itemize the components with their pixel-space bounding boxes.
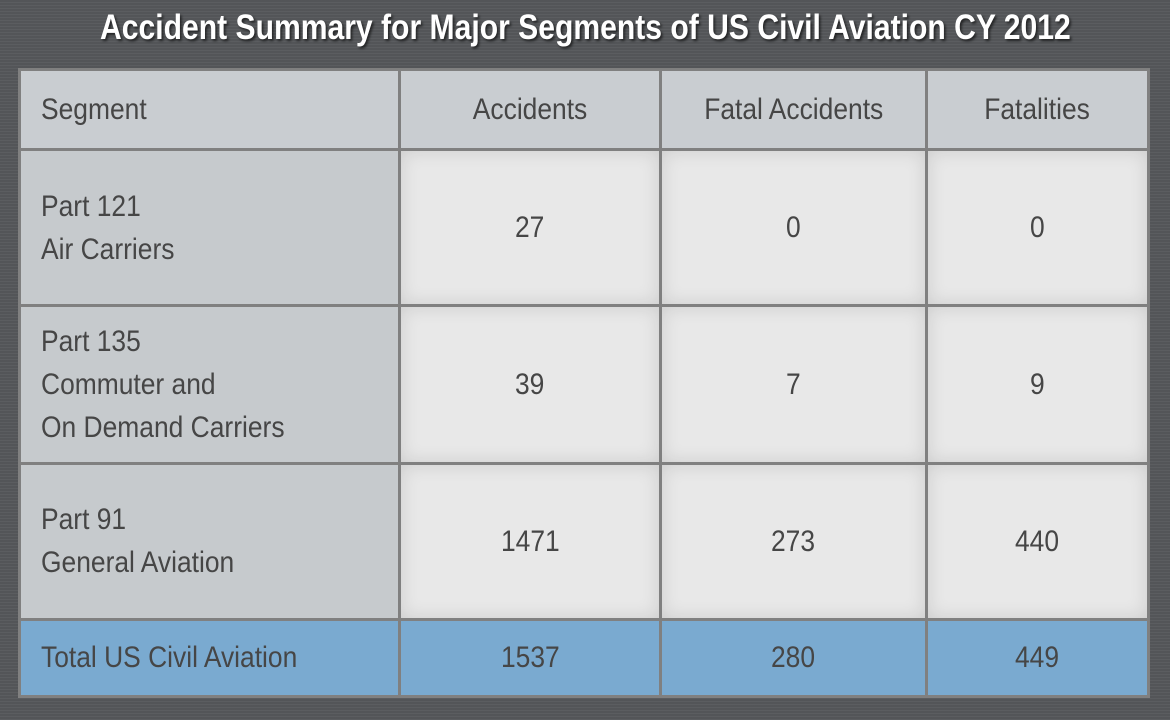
page-title: Accident Summary for Major Segments of U…: [0, 8, 1170, 48]
total-fatalities: 449: [925, 617, 1150, 699]
cell-text: Accident Summary for Major Segments of U…: [99, 8, 1071, 47]
cell-text: Part 91: [41, 503, 127, 537]
header-row: Segment Accidents Fatal Accidents Fatali…: [18, 67, 1150, 152]
total-fatal-accidents: 280: [659, 617, 928, 699]
accidents-cell: 39: [398, 304, 662, 465]
fatalities-cell: 440: [925, 461, 1150, 621]
header-fatalities: Fatalities: [925, 67, 1150, 152]
cell-text: Fatal Accidents: [703, 93, 884, 127]
cell-text: Air Carriers: [41, 232, 175, 266]
total-label: Total US Civil Aviation: [18, 617, 401, 699]
fatalities-cell: 9: [925, 304, 1150, 465]
total-row: Total US Civil Aviation 1537 280 449: [18, 617, 1150, 699]
cell-text: General Aviation: [41, 546, 235, 580]
cell-text: 39: [515, 367, 545, 401]
cell-text: 27: [515, 211, 545, 245]
table-row: Part 121 Air Carriers 27 0 0: [18, 148, 1150, 308]
cell-text: 440: [1015, 524, 1060, 558]
header-fatal-accidents: Fatal Accidents: [659, 67, 928, 152]
cell-text: Accidents: [472, 93, 588, 127]
cell-text: Commuter and: [41, 367, 216, 401]
segment-cell: Part 135 Commuter and On Demand Carriers: [18, 304, 401, 465]
cell-text: 9: [1030, 367, 1045, 401]
cell-text: 273: [771, 524, 816, 558]
table-row: Part 135 Commuter and On Demand Carriers…: [18, 304, 1150, 465]
cell-text: Part 135: [41, 324, 141, 358]
accident-summary-table: Segment Accidents Fatal Accidents Fatali…: [18, 67, 1150, 699]
total-accidents: 1537: [398, 617, 662, 699]
cell-text: 280: [771, 641, 816, 675]
cell-text: 1537: [500, 641, 560, 675]
segment-cell: Part 91 General Aviation: [18, 461, 401, 621]
cell-text: 0: [786, 211, 801, 245]
cell-text: Segment: [41, 93, 147, 127]
fatal-accidents-cell: 7: [659, 304, 928, 465]
cell-text: 449: [1015, 641, 1060, 675]
cell-text: 1471: [500, 524, 560, 558]
cell-text: Part 121: [41, 189, 141, 223]
cell-text: 7: [786, 367, 801, 401]
fatal-accidents-cell: 0: [659, 148, 928, 308]
cell-text: Fatalities: [984, 93, 1091, 127]
accidents-cell: 1471: [398, 461, 662, 621]
fatal-accidents-cell: 273: [659, 461, 928, 621]
cell-text: Total US Civil Aviation: [41, 641, 298, 675]
fatalities-cell: 0: [925, 148, 1150, 308]
header-accidents: Accidents: [398, 67, 662, 152]
cell-text: 0: [1030, 211, 1045, 245]
header-segment: Segment: [18, 67, 401, 152]
accidents-cell: 27: [398, 148, 662, 308]
table-row: Part 91 General Aviation 1471 273 440: [18, 461, 1150, 621]
cell-text: On Demand Carriers: [41, 410, 285, 444]
segment-cell: Part 121 Air Carriers: [18, 148, 401, 308]
